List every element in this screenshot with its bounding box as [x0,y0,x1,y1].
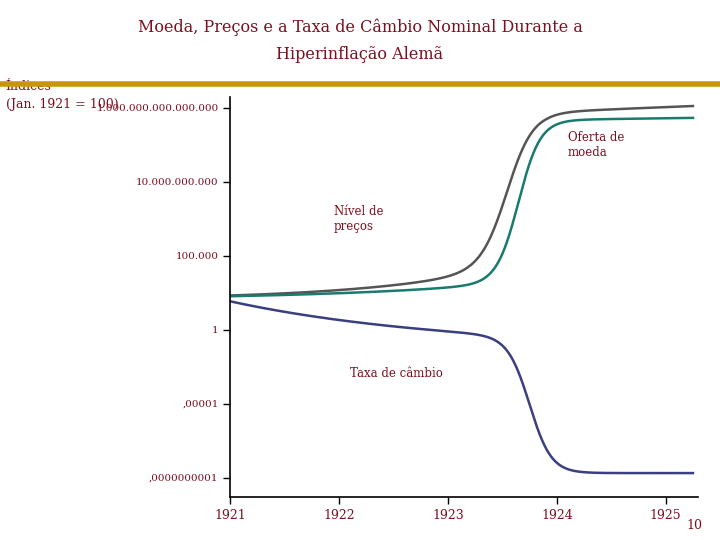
Text: Taxa de câmbio: Taxa de câmbio [350,367,443,381]
Text: 10: 10 [686,519,702,532]
Text: Hiperinflação Alemã: Hiperinflação Alemã [276,46,444,63]
Text: Moeda, Preços e a Taxa de Câmbio Nominal Durante a: Moeda, Preços e a Taxa de Câmbio Nominal… [138,19,582,36]
Text: Índices: Índices [6,80,52,93]
Text: Nível de
preços: Nível de preços [334,205,383,233]
Text: Oferta de
moeda: Oferta de moeda [568,131,624,159]
Text: (Jan. 1921 = 100): (Jan. 1921 = 100) [6,98,118,111]
